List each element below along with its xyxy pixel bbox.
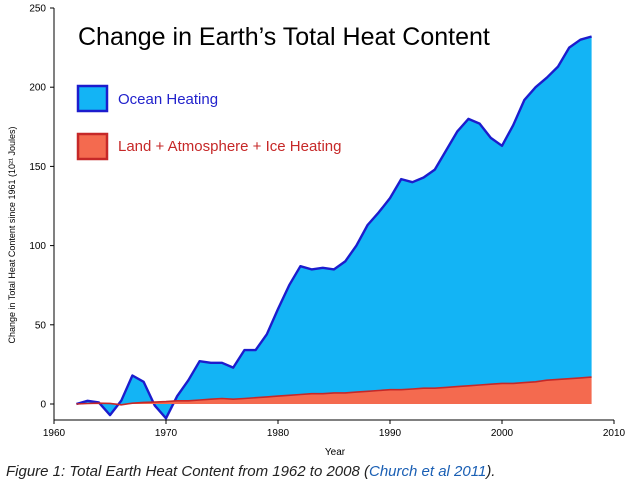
legend-label-land: Land + Atmosphere + Ice Heating bbox=[118, 138, 341, 155]
legend-swatch-land bbox=[76, 132, 109, 161]
y-tick-label: 50 bbox=[35, 320, 47, 331]
x-tick-label: 1970 bbox=[155, 428, 178, 439]
citation-link[interactable]: Church et al 2011 bbox=[369, 463, 487, 480]
ocean-heating-area bbox=[76, 36, 592, 419]
legend-label-ocean: Ocean Heating bbox=[118, 91, 218, 108]
x-tick-label: 1960 bbox=[43, 428, 66, 439]
land-heating-area bbox=[76, 377, 592, 405]
x-tick-label: 1980 bbox=[267, 428, 290, 439]
ocean-heating-line bbox=[76, 35, 592, 420]
axes-layer bbox=[53, 8, 614, 421]
y-tick-label: 100 bbox=[29, 241, 46, 252]
x-tick-label: 1990 bbox=[379, 428, 402, 439]
legend: Ocean Heating Land + Atmosphere + Ice He… bbox=[76, 84, 341, 161]
y-tick-label: 250 bbox=[29, 4, 46, 15]
caption-prefix: Figure 1: Total Earth Heat Content from … bbox=[6, 463, 369, 480]
y-tick-label: 200 bbox=[29, 83, 46, 94]
figure-caption: Figure 1: Total Earth Heat Content from … bbox=[6, 463, 495, 480]
x-tick-label: 2010 bbox=[603, 428, 626, 439]
caption-suffix: ). bbox=[486, 463, 496, 480]
y-axis-title: Change in Total Heat Content since 1961 … bbox=[7, 127, 17, 344]
x-axis-title: Year bbox=[325, 447, 346, 458]
chart-title: Change in Earth’s Total Heat Content bbox=[78, 23, 490, 51]
area-layer bbox=[76, 35, 592, 420]
legend-swatch-ocean bbox=[76, 84, 109, 113]
tick-layer: 0 50 100 150 200 250 1960 1970 1980 1990 2000 2010 bbox=[29, 4, 625, 440]
land-heating-line bbox=[76, 376, 592, 406]
y-tick-label: 150 bbox=[29, 162, 46, 173]
y-tick-label: 0 bbox=[40, 400, 46, 411]
x-tick-label: 2000 bbox=[491, 428, 514, 439]
